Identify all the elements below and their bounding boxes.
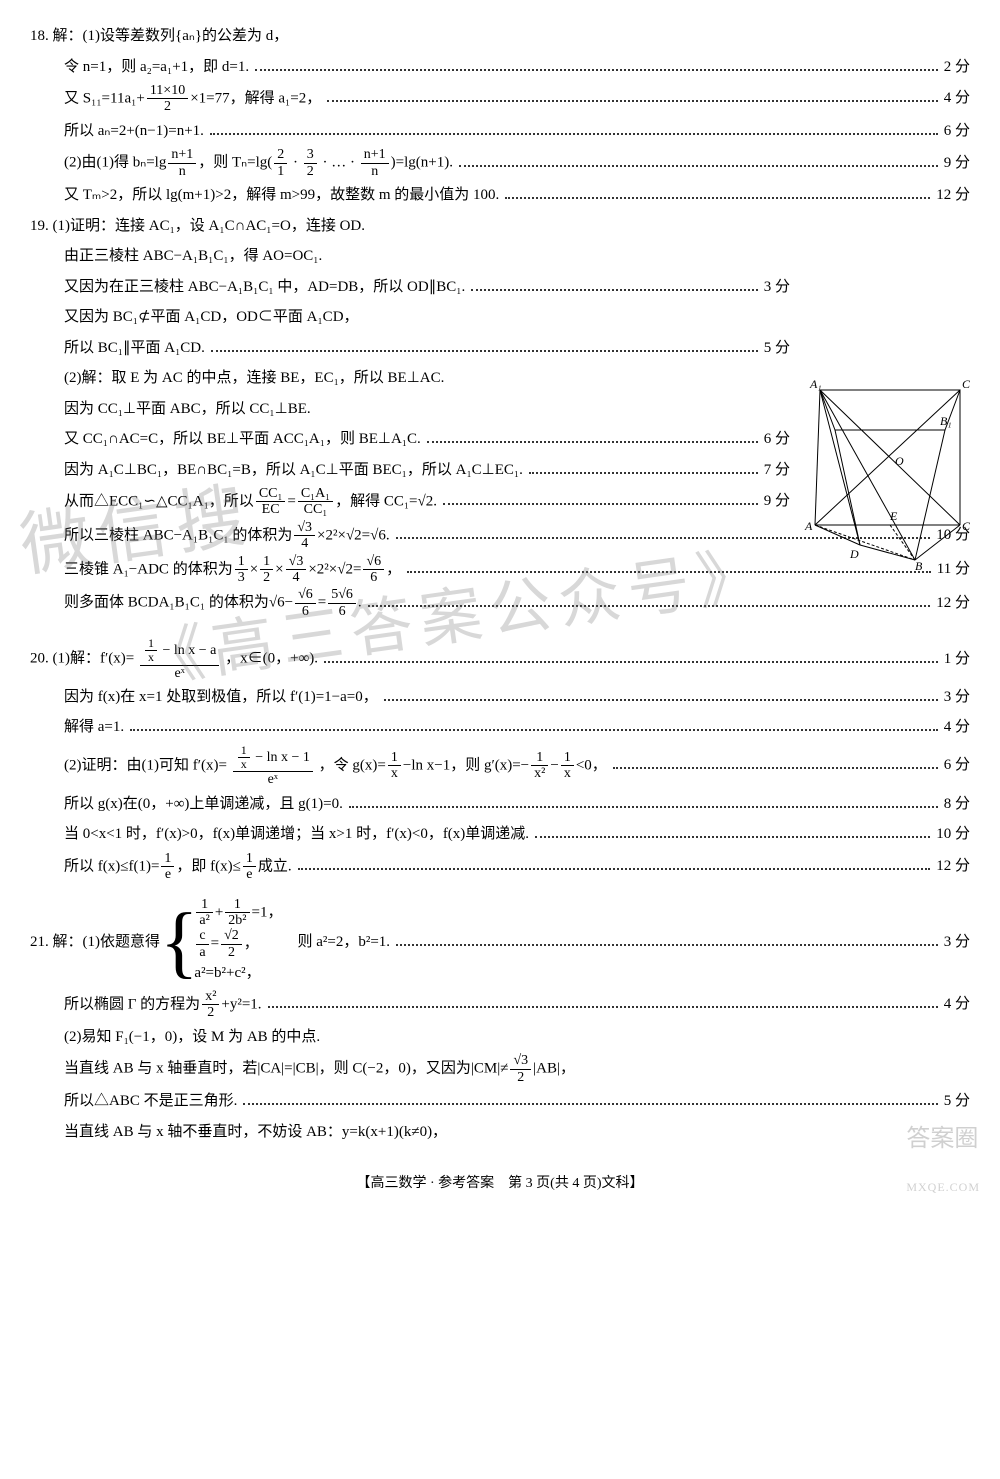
q18-line3: 又 S₁₁=11a₁+11×102×1=77，解得 a₁=2， 4 分 [30, 83, 970, 115]
q21-line3: (2)易知 F₁(−1，0)，设 M 为 AB 的中点. [30, 1023, 970, 1052]
svg-text:E: E [889, 509, 898, 523]
svg-text:B: B [915, 559, 923, 570]
q19-line2: 由正三棱柱 ABC−A₁B₁C₁，得 AO=OC₁. [30, 242, 970, 271]
q19-line5: 所以 BC₁∥平面 A₁CD.5 分 [30, 334, 970, 363]
svg-text:D: D [849, 547, 859, 561]
q18-line2: 令 n=1，则 a₂=a₁+1，即 d=1.2 分 [30, 53, 970, 82]
q20-line5: 所以 g(x)在(0，+∞)上单调递减，且 g(1)=0.8 分 [30, 790, 970, 819]
q18-line6: 又 Tₘ>2，所以 lg(m+1)>2，解得 m>99，故整数 m 的最小值为 … [30, 181, 970, 210]
q19-line13: 则多面体 BCDA₁B₁C₁ 的体积为√6−√66=5√66. 12 分 [30, 587, 970, 619]
svg-text:B₁: B₁ [940, 414, 952, 428]
q21-line6: 当直线 AB 与 x 轴不垂直时，不妨设 AB：y=k(x+1)(k≠0)， [30, 1118, 970, 1147]
page-footer: 【高三数学 · 参考答案 第 3 页(共 4 页)文科】 [30, 1171, 970, 1198]
svg-text:A: A [804, 519, 813, 533]
q18-line1: 18. 解：(1)设等差数列{aₙ}的公差为 d， [30, 22, 970, 51]
q20-line6: 当 0<x<1 时，f′(x)>0，f(x)单调递增；当 x>1 时，f′(x)… [30, 820, 970, 849]
q20-line4: (2)证明：由(1)可知 f′(x)= 1x − ln x − 1 eˣ ，令 … [30, 744, 970, 788]
prism-diagram: A₁ C₁ B₁ A C B D E O [800, 370, 970, 570]
q20-line3: 解得 a=1.4 分 [30, 713, 970, 742]
q19-line4: 又因为 BC₁⊄平面 A₁CD，OD⊂平面 A₁CD， [30, 303, 970, 332]
q19-line3: 又因为在正三棱柱 ABC−A₁B₁C₁ 中，AD=DB，所以 OD∥BC₁.3 … [30, 273, 970, 302]
q19-line1: 19. (1)证明：连接 AC₁，设 A₁C∩AC₁=O，连接 OD. [30, 212, 970, 241]
q20-line7: 所以 f(x)≤f(1)=1e，即 f(x)≤1e成立. 12 分 [30, 851, 970, 883]
q18-line4: 所以 aₙ=2+(n−1)=n+1.6 分 [30, 117, 970, 146]
svg-text:C₁: C₁ [962, 377, 970, 391]
svg-text:C: C [962, 519, 970, 533]
svg-text:A₁: A₁ [809, 377, 822, 391]
q21-line4: 当直线 AB 与 x 轴垂直时，若|CA|=|CB|，则 C(−2，0)，又因为… [30, 1053, 970, 1085]
q20-line1: 20. (1)解：f′(x)= 1x − ln x − a eˣ ，x∈(0，+… [30, 637, 970, 681]
q21-line5: 所以△ABC 不是正三角形.5 分 [30, 1087, 970, 1116]
svg-text:O: O [895, 454, 904, 468]
q20-line2: 因为 f(x)在 x=1 处取到极值，所以 f′(1)=1−a=0，3 分 [30, 683, 970, 712]
q21-line2: 所以椭圆 Γ 的方程为x²2+y²=1. 4 分 [30, 989, 970, 1021]
q21-line1: 21. 解：(1)依题意得 { 1a²+12b²=1， ca=√22， a²=b… [30, 897, 970, 988]
q18-line5: (2)由(1)得 bₙ=lgn+1n，则 Tₙ=lg(21 · 32 · … ·… [30, 147, 970, 179]
